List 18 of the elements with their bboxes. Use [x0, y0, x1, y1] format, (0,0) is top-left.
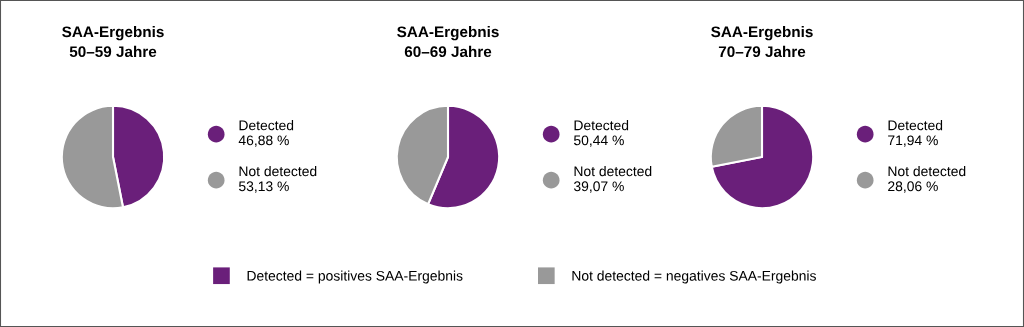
- text: Detected = positives SAA-Ergebnis: [247, 270, 463, 284]
- data-label: 28,06 %: [888, 181, 938, 193]
- legend-label: Not detected: [574, 166, 652, 177]
- data-label: 53,13 %: [238, 181, 289, 193]
- legend-label: Not detected: [888, 166, 966, 177]
- text: Not detected = negatives SAA-Ergebnis: [572, 270, 816, 284]
- legend-label: Detected: [888, 120, 943, 131]
- data-label: 39,07 %: [573, 181, 624, 193]
- chart-title: SAA-Ergebnis 60–69 Jahre: [397, 25, 499, 58]
- pie-slice: [710, 104, 815, 210]
- legend-label: Detected: [239, 120, 294, 131]
- legend-label: Not detected: [239, 166, 317, 177]
- data-label: 50,44 %: [573, 135, 624, 147]
- legend-label: Detected: [574, 120, 629, 131]
- data-label: 71,94 %: [888, 135, 938, 147]
- chart-title: SAA-Ergebnis 50–59 Jahre: [62, 25, 164, 58]
- data-label: 46,88 %: [238, 135, 289, 147]
- chart-title: SAA-Ergebnis 70–79 Jahre: [711, 25, 813, 58]
